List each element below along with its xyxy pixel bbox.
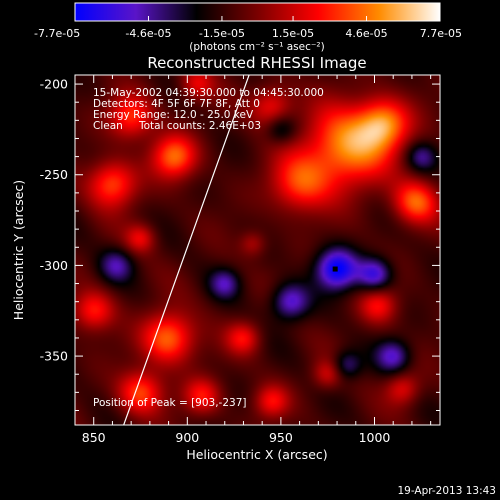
x-tick-label: 900 <box>175 430 199 445</box>
x-tick-label: 850 <box>82 430 106 445</box>
chart-title: Reconstructed RHESSI Image <box>147 54 366 72</box>
method-text: Clean <box>93 120 123 132</box>
y-tick-label: -300 <box>40 258 68 273</box>
solar-limb-line <box>123 75 250 425</box>
heatmap-raster <box>75 75 440 425</box>
peak-position-text: Position of Peak = [903,-237] <box>93 397 247 409</box>
energy-range-text: Energy Range: 12.0 - 25.0 keV <box>93 109 254 121</box>
plot-frame <box>74 74 441 426</box>
x-axis-ticks: 850 900 950 1000 <box>74 75 432 445</box>
colorbar-unit-label: (photons cm⁻² s⁻¹ asec⁻²) <box>189 41 324 53</box>
y-axis-label: Heliocentric Y (arcsec) <box>11 180 26 320</box>
y-axis-ticks: -200 -250 -300 -350 <box>40 77 440 411</box>
footer-date: 19-Apr-2013 13:43 <box>397 485 496 497</box>
detectors-text: Detectors: 4F 5F 6F 7F 8F, Att 0 <box>93 98 260 110</box>
x-tick-label: 950 <box>269 430 293 445</box>
x-axis-label: Heliocentric X (arcsec) <box>186 447 327 462</box>
y-tick-label: -350 <box>40 349 68 364</box>
heatmap-image <box>75 75 440 425</box>
y-tick-label: -200 <box>40 77 68 92</box>
time-range-text: 15-May-2002 04:39:30.000 to 04:45:30.000 <box>93 87 324 99</box>
x-tick-label: 1000 <box>359 430 391 445</box>
peak-marker <box>332 266 338 272</box>
colorbar-tick-label: 7.7e-05 <box>420 27 462 40</box>
colorbar-tick-label: -4.6e-05 <box>125 27 171 40</box>
colorbar-tick-label: 1.5e-05 <box>272 27 314 40</box>
total-counts-text: Total counts: 2.46E+03 <box>138 120 261 132</box>
y-tick-label: -250 <box>40 167 68 182</box>
colorbar-tick-label: 4.6e-05 <box>345 27 387 40</box>
colorbar-ticks: -7.7e-05 -4.6e-05 -1.5e-05 1.5e-05 4.6e-05 7.… <box>34 16 462 40</box>
colorbar <box>74 2 441 22</box>
colorbar-tick-label: -7.7e-05 <box>34 27 80 40</box>
colorbar-tick-label: -1.5e-05 <box>199 27 245 40</box>
